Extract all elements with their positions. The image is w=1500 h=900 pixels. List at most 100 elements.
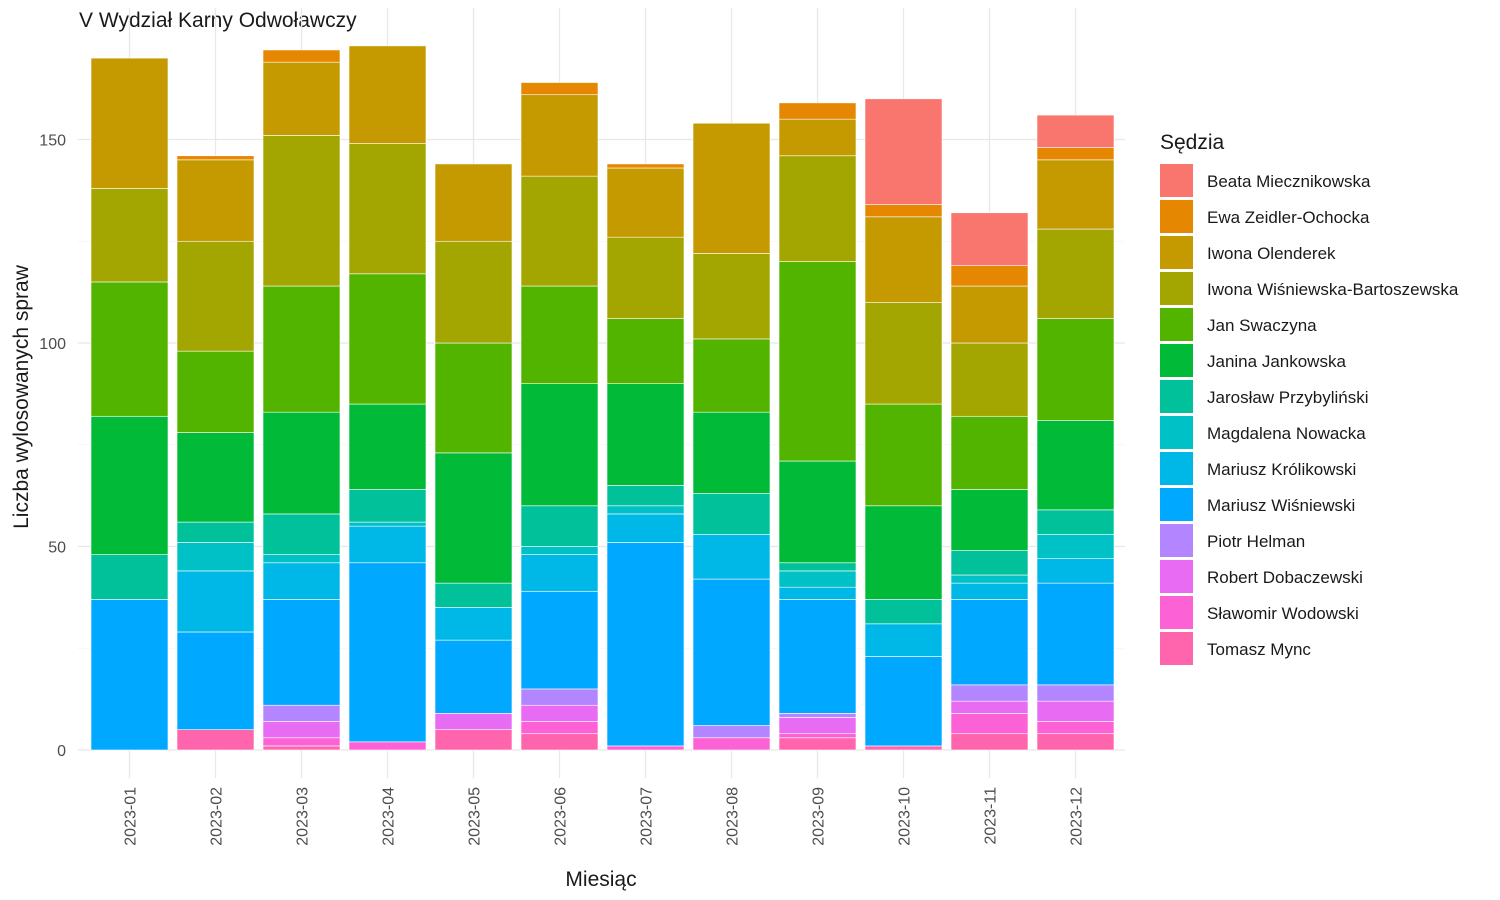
legend: Sędzia Beata Miecznikowska Ewa Zeidler-Oc…: [1160, 131, 1459, 665]
bar-segment: [1036, 558, 1115, 584]
y-axis-title: Liczba wylosowanych spraw: [10, 264, 33, 529]
bar-segment: [176, 631, 255, 730]
legend-swatch: [1160, 164, 1193, 197]
bar-segment: [950, 285, 1029, 344]
bar-segment: [348, 143, 427, 275]
bar-segment: [90, 281, 169, 417]
bar-segment: [950, 599, 1029, 686]
x-tick-label: 2023-02: [209, 787, 226, 846]
bar-segment: [692, 737, 771, 751]
bar-segment: [348, 403, 427, 490]
bar-segment: [262, 49, 341, 63]
bar-segment: [520, 554, 599, 592]
bar-segment: [262, 721, 341, 739]
legend-swatch: [1160, 416, 1193, 449]
bar-segment: [520, 175, 599, 287]
bar-segment: [950, 713, 1029, 735]
bar-segment: [348, 45, 427, 144]
y-tick-label: 50: [48, 540, 66, 557]
legend-label: Iwona Olenderek: [1207, 244, 1336, 263]
bar-segment: [520, 383, 599, 507]
bar-segment: [950, 700, 1029, 714]
bar-segment: [520, 82, 599, 96]
legend-swatch: [1160, 596, 1193, 629]
bar-segment: [950, 733, 1029, 751]
bar-segment: [864, 599, 943, 625]
bar-segment: [864, 656, 943, 747]
bar-segment: [778, 599, 857, 714]
legend-swatch: [1160, 200, 1193, 233]
bar-segment: [176, 350, 255, 433]
bar-segment: [692, 122, 771, 254]
bar-segment: [950, 684, 1029, 702]
bar-segment: [262, 562, 341, 600]
bar-segment: [606, 745, 685, 751]
bar-segment: [520, 590, 599, 690]
bar-segment: [176, 240, 255, 352]
bar-segment: [262, 737, 341, 747]
chart-title: V Wydział Karny Odwoławczy: [79, 9, 357, 32]
legend-label: Beata Miecznikowska: [1207, 172, 1371, 191]
bar-segment: [176, 729, 255, 751]
bar-segment: [864, 98, 943, 205]
bar-segment: [864, 623, 943, 657]
bar-segment: [262, 61, 341, 136]
bar-segment: [692, 338, 771, 413]
bar-segment: [434, 342, 513, 454]
y-tick-label: 150: [39, 133, 66, 150]
bar-segment: [262, 745, 341, 751]
bar-segment: [606, 542, 685, 747]
bar-segment: [520, 94, 599, 177]
legend-title: Sędzia: [1160, 131, 1225, 154]
legend-swatch: [1160, 560, 1193, 593]
bar-segment: [950, 582, 1029, 600]
bar-segment: [176, 432, 255, 523]
bar-segment: [520, 721, 599, 735]
legend-label: Sławomir Wodowski: [1207, 604, 1359, 623]
bar-segment: [262, 513, 341, 555]
legend-label: Robert Dobaczewski: [1207, 568, 1363, 587]
legend-label: Piotr Helman: [1207, 532, 1305, 551]
bar-segment: [778, 562, 857, 572]
bar-segment: [864, 216, 943, 303]
bar-segment: [520, 546, 599, 555]
legend-swatch: [1160, 272, 1193, 305]
bar-segment: [1036, 721, 1115, 735]
bar-segment: [348, 562, 427, 743]
bar-segment: [950, 489, 1029, 551]
legend-label: Magdalena Nowacka: [1207, 424, 1366, 443]
bar-segment: [692, 253, 771, 340]
bar-segment: [778, 570, 857, 588]
legend-swatch: [1160, 488, 1193, 521]
x-tick-label: 2023-03: [295, 787, 312, 846]
x-tick-label: 2023-07: [639, 787, 656, 846]
y-axis-ticks: 0 50 100 150: [39, 133, 66, 761]
bar-segment: [950, 342, 1029, 417]
bar-segment: [950, 265, 1029, 287]
bar-segment: [434, 713, 513, 730]
bar-segment: [778, 261, 857, 462]
bar-segment: [864, 403, 943, 507]
bar-segment: [520, 704, 599, 722]
bar-segment: [1036, 733, 1115, 751]
legend-label: Tomasz Mync: [1207, 640, 1311, 659]
bar-segment: [606, 513, 685, 543]
bar-segment: [262, 554, 341, 564]
bar-segment: [520, 733, 599, 751]
bar-segment: [606, 236, 685, 319]
x-tick-label: 2023-05: [467, 787, 484, 846]
bar-segment: [176, 159, 255, 242]
bar-segment: [262, 599, 341, 706]
legend-label: Mariusz Królikowski: [1207, 460, 1356, 479]
bar-segment: [1036, 147, 1115, 161]
bar-segment: [864, 745, 943, 751]
bar-segment: [1036, 318, 1115, 421]
legend-label: Jarosław Przybyliński: [1207, 388, 1369, 407]
bar-segment: [1036, 228, 1115, 319]
bar-segment: [864, 204, 943, 218]
bar-segment: [348, 525, 427, 564]
bar-segment: [434, 163, 513, 242]
bar-segment: [778, 713, 857, 718]
bar-segment: [778, 155, 857, 262]
